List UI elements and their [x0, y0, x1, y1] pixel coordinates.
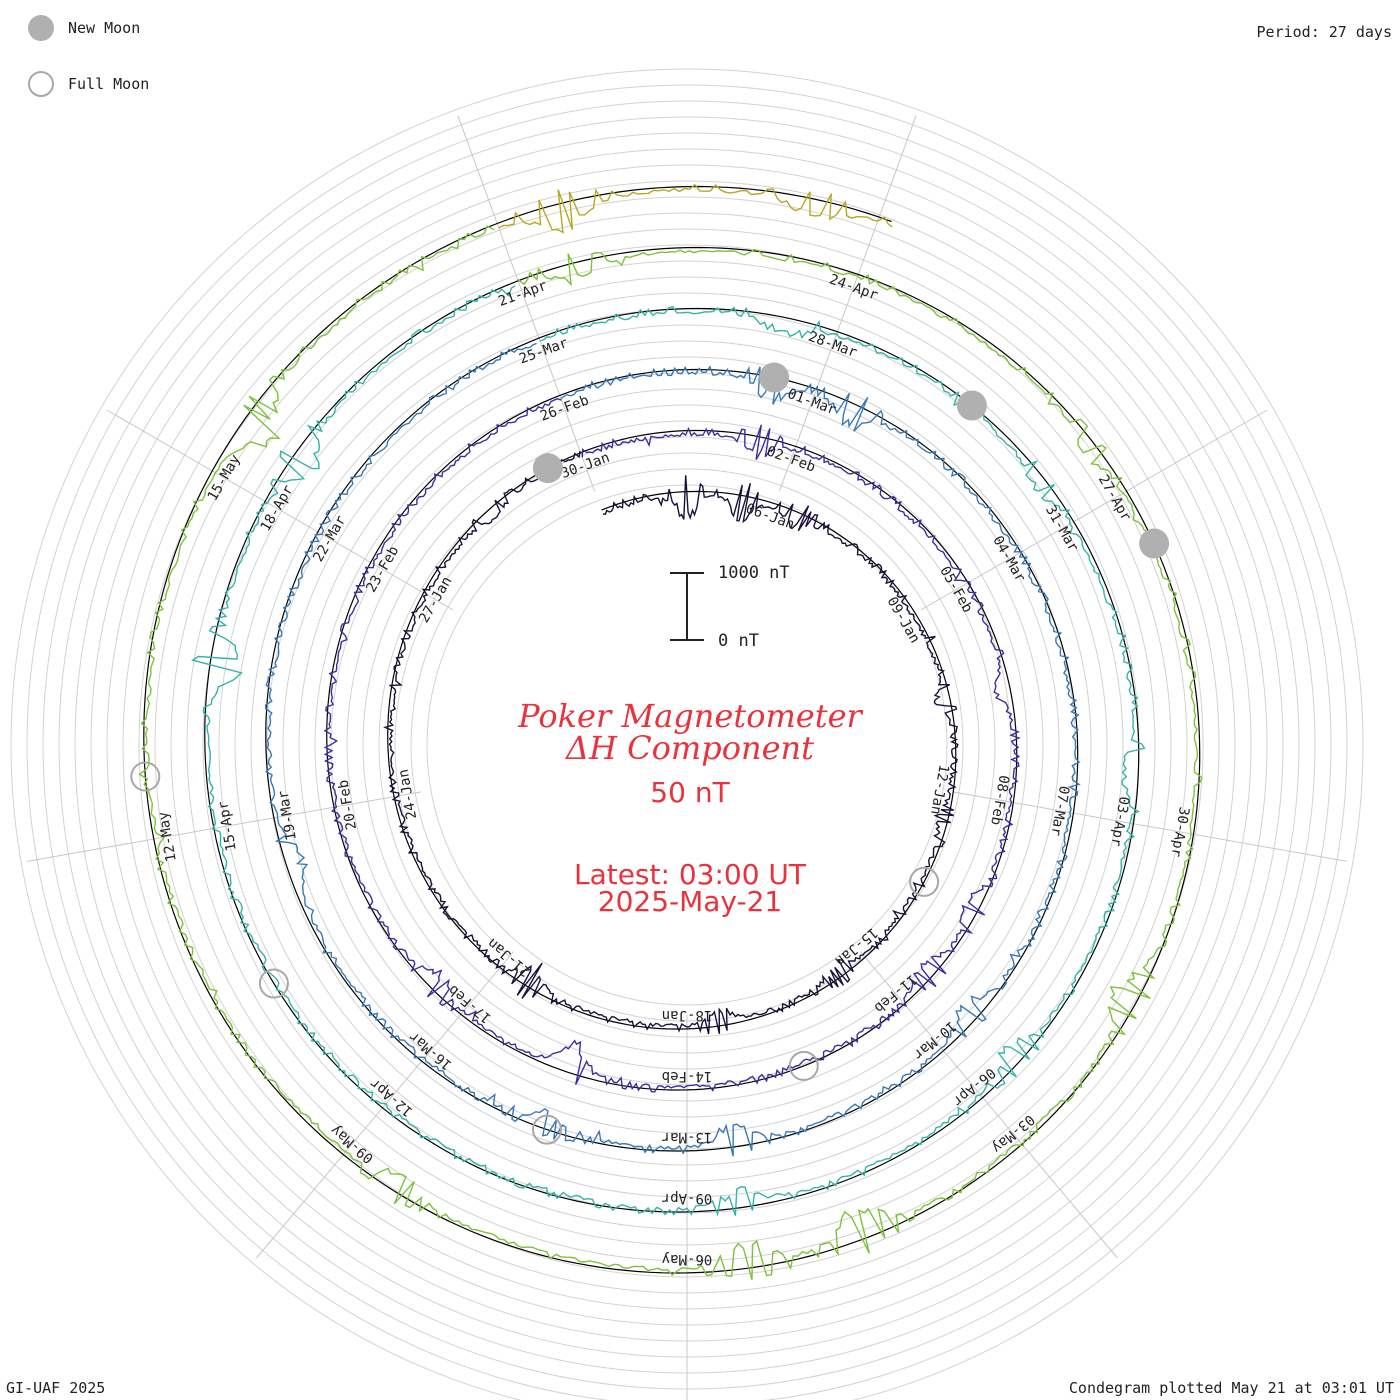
- chart-subtitle: ΔH Component: [565, 729, 815, 767]
- grid-spoke: [778, 115, 917, 492]
- tick-label: 09-Apr: [662, 1190, 713, 1206]
- series-cycle-5: [138, 225, 1203, 1280]
- tick-label: 13-Mar: [662, 1129, 713, 1145]
- tick-label: 18-Jan: [662, 1007, 713, 1023]
- grid-spoke: [920, 409, 1268, 611]
- tick-label: 04-Mar: [989, 533, 1028, 585]
- tick-label: 24-Apr: [827, 271, 880, 303]
- tick-label: 09-Jan: [884, 594, 923, 646]
- period-label: Period: 27 days: [1256, 23, 1392, 41]
- tick-label: 27-Apr: [1095, 472, 1134, 524]
- full-moon-marker: [532, 1114, 562, 1145]
- grid-spoke: [106, 409, 454, 611]
- tick-label: 11-Feb: [871, 971, 920, 1016]
- grid-ring: [10, 68, 1364, 1400]
- data-trace: [138, 183, 1203, 1280]
- footer-credit: GI-UAF 2025: [6, 1379, 106, 1397]
- series-cycle-6: [498, 183, 893, 234]
- grid-spoke: [952, 791, 1347, 862]
- new-moon-label: New Moon: [68, 19, 141, 37]
- tick-label: 24-Jan: [396, 768, 421, 821]
- latest-date: 2025-May-21: [597, 885, 783, 918]
- tick-label: 02-Feb: [764, 443, 817, 475]
- new-moon-marker: [1139, 528, 1170, 559]
- full-moon-marker: [130, 761, 161, 792]
- tick-label: 19-Mar: [275, 789, 300, 842]
- tick-label: 14-Feb: [662, 1068, 713, 1084]
- tick-label: 06-May: [662, 1251, 713, 1267]
- tick-label: 10-Mar: [910, 1018, 959, 1063]
- full-moon-marker: [788, 1050, 819, 1081]
- grid-spoke: [27, 791, 422, 862]
- grid-spoke: [255, 951, 514, 1259]
- scale-top-label: 1000 nT: [718, 563, 790, 583]
- series-cycle-2: [323, 398, 1021, 1093]
- grid-ring: [26, 84, 1348, 1400]
- new-moon-icon: [28, 15, 54, 41]
- grid-spoke: [860, 951, 1119, 1259]
- grid-spoke: [457, 115, 596, 492]
- full-moon-icon: [28, 71, 54, 97]
- full-moon-label: Full Moon: [68, 75, 150, 93]
- chart-title: Poker Magnetometer: [518, 697, 862, 735]
- legend-new-moon: New Moon: [28, 15, 140, 41]
- series-cycle-1: [383, 450, 959, 1035]
- tick-label: 21-Jan: [485, 935, 534, 980]
- new-moon-marker: [956, 390, 987, 421]
- full-moon-marker: [258, 968, 289, 999]
- tick-label: 07-Mar: [1047, 784, 1072, 837]
- tick-label: 15-Apr: [215, 800, 240, 853]
- latest-time: Latest: 03:00 UT: [573, 858, 807, 891]
- grid-step-label: 50 nT: [650, 776, 730, 809]
- scale-bar: [670, 572, 704, 641]
- full-moon-marker: [909, 866, 940, 897]
- tick-label: 27-Jan: [416, 574, 455, 626]
- tick-label: 05-Feb: [936, 564, 975, 616]
- series-cycle-3: [264, 342, 1081, 1157]
- tick-label: 30-Apr: [1167, 806, 1192, 859]
- new-moon-marker: [532, 453, 563, 484]
- tick-label: 08-Feb: [987, 774, 1012, 827]
- date-tick-labels: 06-Jan09-Jan12-Jan15-Jan18-Jan21-Jan24-J…: [155, 271, 1192, 1266]
- legend-full-moon: Full Moon: [28, 71, 149, 97]
- new-moon-marker: [759, 362, 790, 393]
- tick-label: 26-Feb: [538, 392, 591, 424]
- scale-bottom-label: 0 nT: [718, 631, 759, 651]
- moon-markers: [130, 362, 1170, 1145]
- footer-plot-time: Condegram plotted May 21 at 03:01 UT: [1068, 1379, 1394, 1397]
